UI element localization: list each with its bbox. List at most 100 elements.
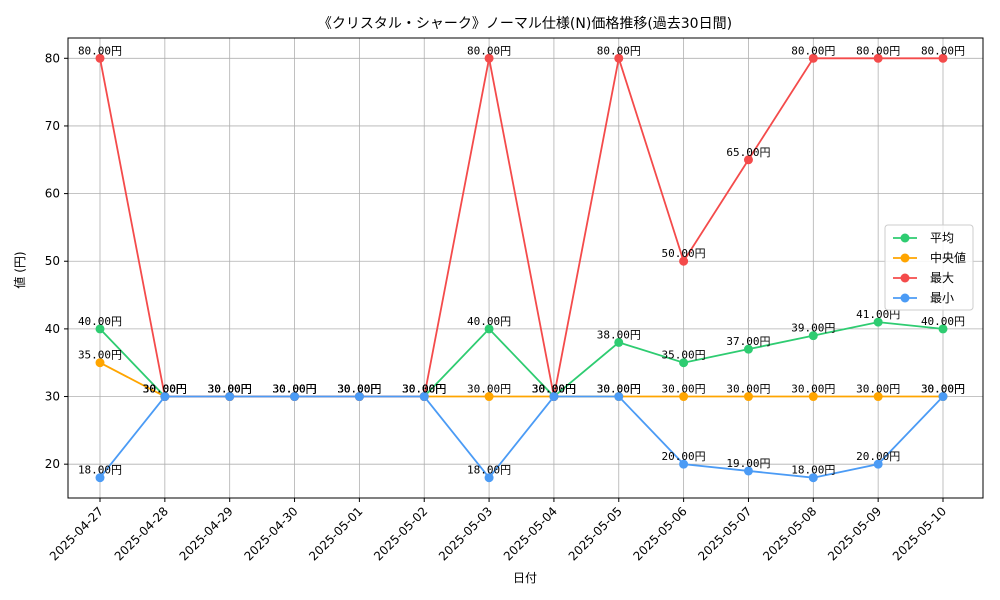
x-axis-label: 日付 — [513, 571, 537, 585]
data-label: 18.00円 — [791, 464, 835, 477]
y-tick-label: 30 — [45, 390, 60, 404]
data-label: 30.00円 — [662, 383, 706, 396]
data-label: 30.00円 — [337, 383, 381, 396]
y-tick-label: 40 — [45, 322, 60, 336]
legend-swatch-marker — [900, 253, 910, 263]
data-label: 30.00円 — [532, 383, 576, 396]
x-axis: 2025-04-27 2025-04-28 2025-04-29 2025-04-30… — [47, 498, 949, 563]
data-label: 30.00円 — [726, 383, 770, 396]
data-point — [679, 392, 689, 402]
data-label: 38.00円 — [597, 328, 641, 341]
data-point — [419, 392, 429, 402]
data-point — [354, 392, 364, 402]
grid-lines — [68, 38, 983, 498]
data-label: 30.00円 — [856, 383, 900, 396]
data-label: 30.00円 — [143, 383, 187, 396]
data-label: 30.00円 — [208, 383, 252, 396]
data-point — [873, 317, 883, 327]
data-point — [743, 392, 753, 402]
y-tick-label: 60 — [45, 187, 60, 201]
data-label: 30.00円 — [921, 383, 965, 396]
data-point — [614, 53, 624, 63]
x-tick-label: 2025-04-30 — [241, 504, 300, 563]
legend-label: 最小 — [930, 291, 954, 305]
y-tick-label: 50 — [45, 254, 60, 268]
data-labels: 40.00円 30.00円 30.00円 30.00円 30.00円 30.00円 40.0… — [78, 44, 965, 476]
data-point — [160, 392, 170, 402]
data-label: 30.00円 — [143, 383, 187, 396]
x-tick-label: 2025-04-27 — [47, 504, 106, 563]
data-label: 41.00円 — [856, 308, 900, 321]
data-label: 37.00円 — [726, 335, 770, 348]
data-label: 30.00円 — [791, 383, 835, 396]
legend-label: 平均 — [930, 231, 954, 245]
data-point — [679, 358, 689, 368]
data-point — [225, 392, 235, 402]
data-point — [549, 392, 559, 402]
data-point — [808, 392, 818, 402]
data-label: 30.00円 — [597, 383, 641, 396]
data-point — [808, 331, 818, 341]
data-point — [95, 358, 105, 368]
data-point — [95, 473, 105, 483]
x-tick-label: 2025-05-03 — [436, 504, 495, 563]
series-line-3 — [99, 395, 944, 480]
x-tick-label: 2025-05-08 — [760, 504, 819, 563]
data-point — [808, 473, 818, 483]
legend-label: 最大 — [930, 271, 954, 285]
data-label: 80.00円 — [78, 44, 122, 57]
series-lines — [95, 53, 948, 483]
data-label: 20.00円 — [856, 450, 900, 463]
data-point — [873, 53, 883, 63]
y-axis-label: 値 (円) — [12, 251, 27, 288]
data-label: 30.00円 — [402, 383, 446, 396]
data-label: 40.00円 — [921, 315, 965, 328]
x-tick-label: 2025-05-06 — [631, 504, 690, 563]
data-label: 40.00円 — [467, 315, 511, 328]
data-label: 30.00円 — [402, 383, 446, 396]
data-point — [484, 473, 494, 483]
data-point — [938, 392, 948, 402]
data-label: 30.00円 — [272, 383, 316, 396]
data-point — [290, 392, 300, 402]
series-line-2 — [99, 57, 943, 398]
x-tick-label: 2025-05-02 — [371, 504, 430, 563]
data-label: 30.00円 — [208, 383, 252, 396]
plot-frame — [67, 37, 984, 499]
data-label: 30.00円 — [402, 383, 446, 396]
data-label: 80.00円 — [921, 44, 965, 57]
x-tick-label: 2025-04-28 — [112, 504, 171, 563]
legend-swatch-marker — [900, 233, 910, 243]
data-label: 30.00円 — [532, 383, 576, 396]
legend-label: 中央値 — [930, 250, 966, 265]
y-tick-label: 80 — [45, 51, 60, 65]
data-label: 30.00円 — [143, 383, 187, 396]
data-label: 30.00円 — [337, 383, 381, 396]
x-tick-label: 2025-05-05 — [566, 504, 625, 563]
y-tick-label: 70 — [45, 119, 60, 133]
data-label: 65.00円 — [726, 146, 770, 159]
data-label: 30.00円 — [337, 383, 381, 396]
data-label: 18.00円 — [467, 464, 511, 477]
x-tick-label: 2025-05-07 — [695, 504, 754, 563]
data-label: 30.00円 — [532, 383, 576, 396]
data-label: 30.00円 — [208, 383, 252, 396]
data-point — [95, 324, 105, 334]
data-label: 30.00円 — [272, 383, 316, 396]
data-label: 20.00円 — [662, 450, 706, 463]
x-tick-label: 2025-05-04 — [501, 504, 560, 563]
data-label: 18.00円 — [78, 464, 122, 477]
data-label: 30.00円 — [143, 383, 187, 396]
data-point — [679, 459, 689, 469]
data-point — [938, 324, 948, 334]
data-label: 40.00円 — [78, 315, 122, 328]
data-point — [938, 53, 948, 63]
chart-title: 《クリスタル・シャーク》ノーマル仕様(N)価格推移(過去30日間) — [318, 16, 732, 32]
y-tick-label: 20 — [45, 457, 60, 471]
data-label: 30.00円 — [337, 383, 381, 396]
data-point — [614, 337, 624, 347]
data-label: 50.00円 — [662, 247, 706, 260]
x-tick-label: 2025-05-10 — [890, 504, 949, 563]
